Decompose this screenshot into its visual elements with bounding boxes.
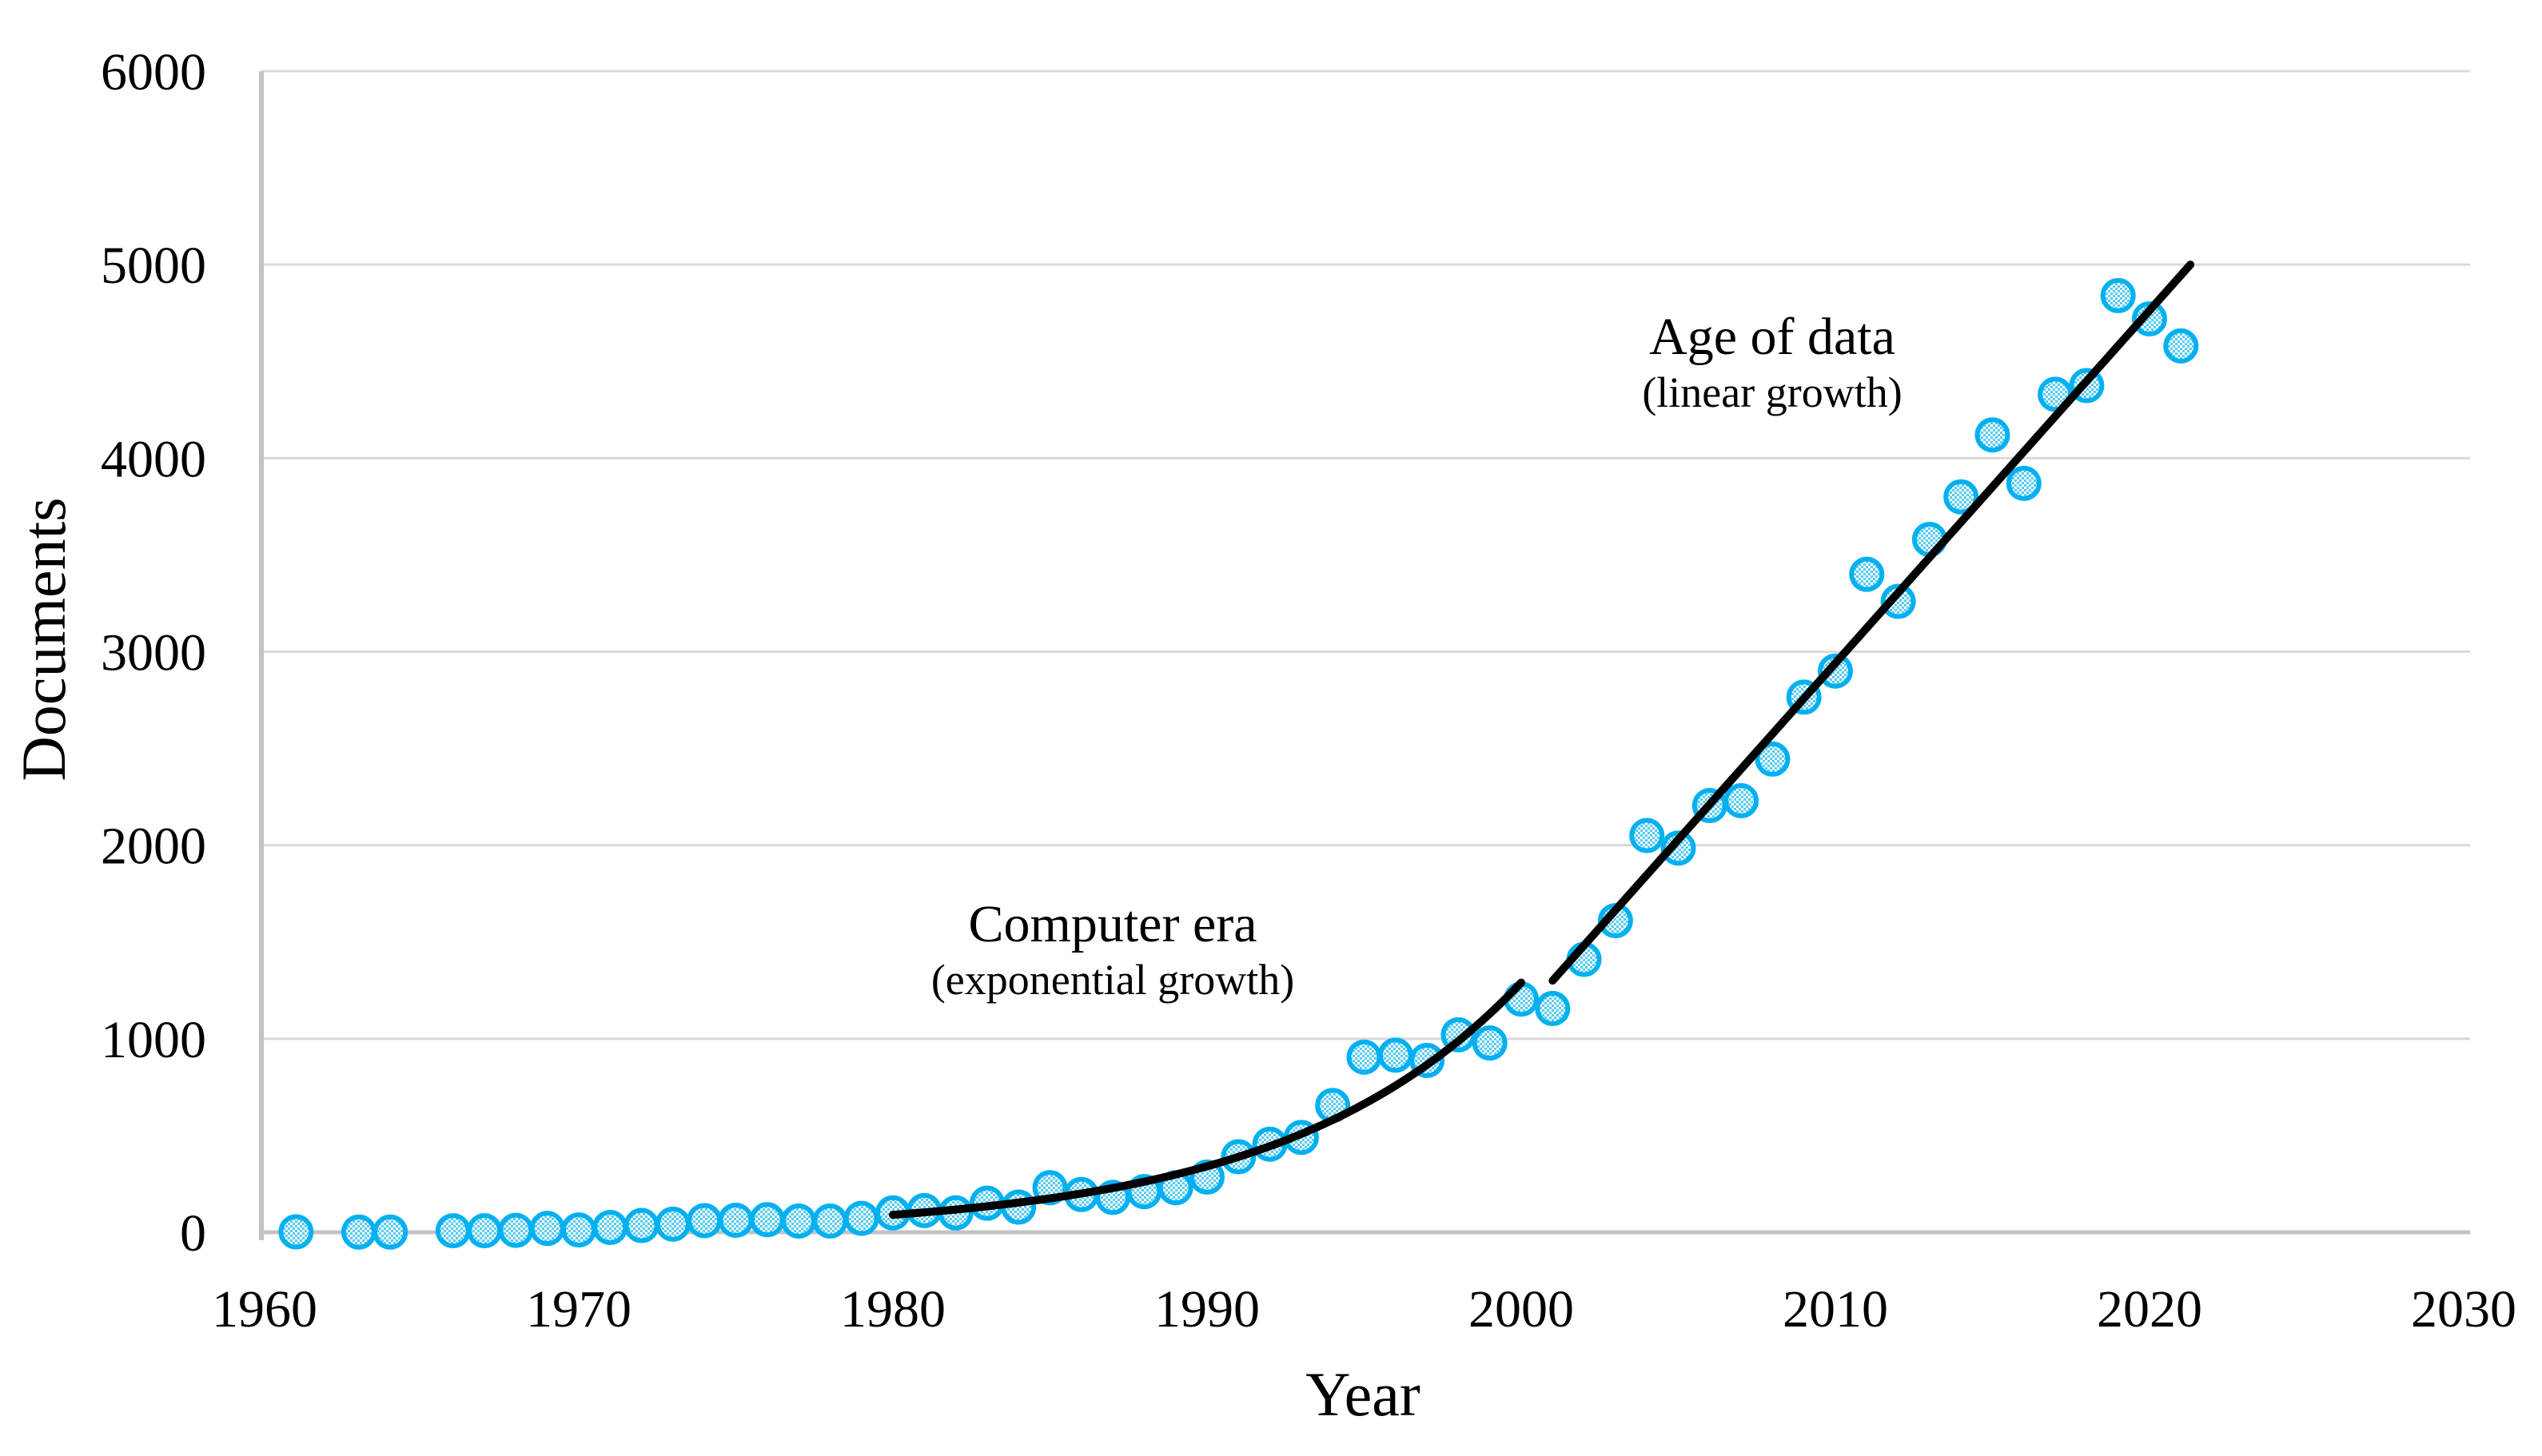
data-point-2011 [1849,556,1885,592]
x-tick-2010: 2010 [1783,1280,1888,1339]
data-point-2020 [2132,300,2167,336]
data-point-2001 [1535,991,1571,1027]
x-tick-1960: 1960 [212,1280,317,1339]
trend-line-exponential [889,978,1525,1219]
data-point-1963 [341,1214,377,1250]
data-point-1964 [373,1214,408,1250]
data-point-2004 [1629,818,1665,853]
data-point-1975 [718,1202,754,1238]
y-tick-4000: 4000 [101,430,206,488]
data-point-2019 [2100,277,2136,313]
data-point-1976 [749,1202,785,1238]
data-point-1969 [529,1211,565,1247]
y-tick-2000: 2000 [101,818,206,876]
data-point-1972 [624,1207,659,1243]
annotation-computer-era-subtitle: (exponential growth) [930,955,1295,1004]
x-tick-labels: 1960 1970 1980 1990 2000 2010 2020 2030 [212,1280,2516,1339]
data-point-1979 [843,1200,879,1236]
y-tick-3000: 3000 [101,624,206,682]
gridlines [259,70,2470,1240]
trend-lines [889,261,2195,1219]
y-tick-6000: 6000 [101,43,206,101]
x-tick-1990: 1990 [1154,1280,1260,1339]
data-point-1996 [1377,1037,1413,1073]
y-tick-labels: 0 1000 2000 3000 4000 5000 6000 [101,43,206,1263]
x-tick-2030: 2030 [2411,1280,2516,1339]
annotation-computer-era-title: Computer era [968,895,1257,953]
y-tick-0: 0 [180,1204,206,1263]
y-tick-1000: 1000 [101,1011,206,1069]
x-tick-2020: 2020 [2097,1280,2202,1339]
annotation-computer-era: Computer era (exponential growth) [931,893,1294,1004]
trend-line-linear [1548,261,2195,985]
y-tick-5000: 5000 [101,237,206,295]
annotation-age-of-data-subtitle: (linear growth) [1642,368,1903,416]
data-point-2008 [1755,741,1791,777]
data-point-2010 [1818,653,1853,689]
data-point-1966 [435,1213,471,1249]
data-point-1971 [592,1209,628,1245]
data-point-1999 [1472,1025,1508,1061]
x-axis-title: Year [1305,1359,1420,1429]
data-point-1968 [498,1212,534,1248]
data-point-2016 [2006,465,2042,501]
data-point-2015 [1974,417,2010,453]
data-point-1978 [812,1203,848,1239]
y-axis-title: Documents [9,497,78,782]
data-points [278,277,2199,1250]
data-point-1973 [655,1206,691,1242]
data-point-1961 [278,1214,314,1250]
data-point-2021 [2163,328,2199,364]
annotation-age-of-data: Age of data (linear growth) [1642,306,1902,416]
data-point-1995 [1346,1039,1382,1075]
data-point-2012 [1880,583,1916,619]
annotation-age-of-data-title: Age of data [1649,308,1895,366]
data-point-1977 [781,1203,817,1239]
data-point-1970 [561,1212,596,1248]
x-tick-1970: 1970 [526,1280,632,1339]
data-point-1974 [687,1203,723,1239]
data-point-1967 [467,1213,503,1249]
data-point-2007 [1723,782,1759,818]
x-tick-2000: 2000 [1468,1280,1574,1339]
data-point-2014 [1943,479,1979,515]
x-tick-1980: 1980 [840,1280,946,1339]
data-point-2005 [1660,830,1696,866]
